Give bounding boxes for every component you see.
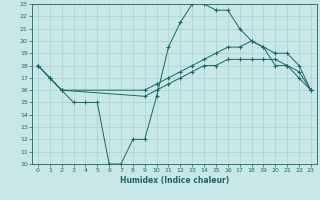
X-axis label: Humidex (Indice chaleur): Humidex (Indice chaleur) — [120, 176, 229, 185]
